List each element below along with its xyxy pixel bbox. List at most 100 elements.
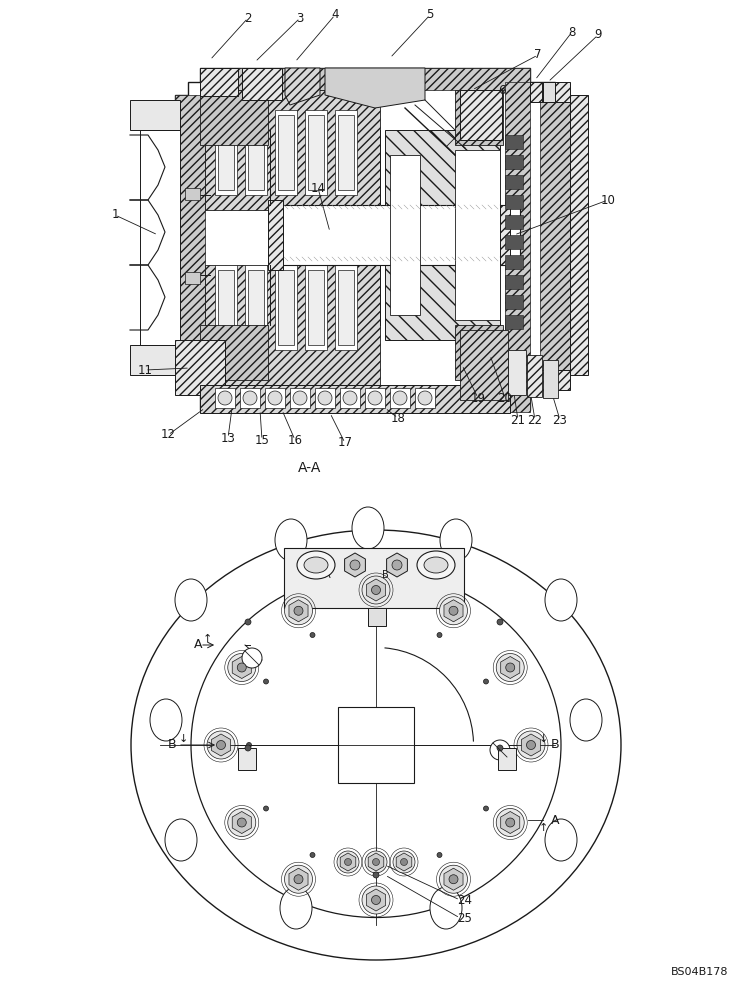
Text: 6: 6 xyxy=(499,84,506,97)
Circle shape xyxy=(217,740,226,750)
Bar xyxy=(200,68,238,96)
Bar xyxy=(335,265,357,350)
Bar xyxy=(240,388,260,408)
Circle shape xyxy=(449,606,458,615)
Bar xyxy=(275,110,297,195)
Text: 24: 24 xyxy=(457,894,472,906)
Bar xyxy=(215,110,237,195)
Text: A: A xyxy=(323,570,330,580)
Text: ↑: ↑ xyxy=(202,634,211,644)
Text: 14: 14 xyxy=(311,182,326,194)
Ellipse shape xyxy=(150,699,182,741)
Bar xyxy=(498,748,516,770)
Circle shape xyxy=(484,806,489,811)
Bar xyxy=(460,90,502,140)
Circle shape xyxy=(501,742,505,748)
Circle shape xyxy=(374,869,378,874)
Circle shape xyxy=(263,806,268,811)
Bar xyxy=(505,295,523,309)
Circle shape xyxy=(207,731,235,759)
Circle shape xyxy=(238,818,246,827)
Circle shape xyxy=(517,731,545,759)
Ellipse shape xyxy=(131,530,621,960)
Bar xyxy=(185,272,200,284)
Circle shape xyxy=(437,852,442,857)
Bar xyxy=(275,265,297,350)
Polygon shape xyxy=(232,656,251,678)
Circle shape xyxy=(484,679,489,684)
Circle shape xyxy=(401,858,408,865)
Circle shape xyxy=(497,619,503,625)
Text: 9: 9 xyxy=(594,28,602,41)
Bar xyxy=(505,215,523,229)
Circle shape xyxy=(245,619,251,625)
Text: 12: 12 xyxy=(160,428,175,442)
Text: 25: 25 xyxy=(457,912,472,924)
Circle shape xyxy=(310,633,315,638)
Polygon shape xyxy=(366,889,386,911)
Circle shape xyxy=(362,886,390,914)
Circle shape xyxy=(247,742,251,748)
Circle shape xyxy=(284,597,313,625)
Text: 20: 20 xyxy=(498,391,512,404)
Polygon shape xyxy=(444,868,463,890)
Bar xyxy=(415,388,435,408)
Ellipse shape xyxy=(417,551,455,579)
Polygon shape xyxy=(366,579,386,601)
Text: 5: 5 xyxy=(426,8,434,21)
Text: B: B xyxy=(550,738,559,752)
Circle shape xyxy=(318,391,332,405)
Text: 2: 2 xyxy=(244,11,252,24)
Text: 16: 16 xyxy=(287,434,302,446)
Bar xyxy=(505,235,523,249)
Bar xyxy=(308,270,324,345)
Polygon shape xyxy=(396,853,412,871)
Bar xyxy=(278,115,294,190)
Text: 8: 8 xyxy=(569,25,576,38)
Circle shape xyxy=(526,740,535,750)
Text: 11: 11 xyxy=(138,363,153,376)
Bar xyxy=(308,115,324,190)
Polygon shape xyxy=(501,656,520,678)
Bar xyxy=(245,265,267,350)
Bar xyxy=(140,130,180,345)
Circle shape xyxy=(506,818,514,827)
Circle shape xyxy=(439,865,468,893)
Ellipse shape xyxy=(545,579,577,621)
Circle shape xyxy=(372,858,380,865)
Bar xyxy=(543,360,558,398)
Bar xyxy=(205,265,380,385)
Text: 21: 21 xyxy=(511,414,526,426)
Text: 22: 22 xyxy=(527,414,542,426)
Bar xyxy=(185,188,200,200)
Circle shape xyxy=(439,597,468,625)
Circle shape xyxy=(344,858,351,865)
Text: ↑: ↑ xyxy=(538,823,547,833)
Circle shape xyxy=(418,391,432,405)
Polygon shape xyxy=(232,812,251,834)
Bar xyxy=(543,82,555,102)
Ellipse shape xyxy=(570,699,602,741)
Bar xyxy=(505,135,523,149)
Text: BS04B178: BS04B178 xyxy=(672,967,729,977)
Polygon shape xyxy=(444,600,463,622)
Bar xyxy=(218,270,234,345)
Circle shape xyxy=(371,585,381,594)
Bar xyxy=(238,748,256,770)
Circle shape xyxy=(374,615,378,620)
Bar xyxy=(527,355,542,397)
Bar xyxy=(270,205,520,265)
Bar xyxy=(205,90,380,210)
Bar xyxy=(245,110,267,195)
Bar xyxy=(365,388,385,408)
Bar xyxy=(335,110,357,195)
Text: ↓: ↓ xyxy=(538,734,547,744)
Circle shape xyxy=(243,391,257,405)
Bar xyxy=(200,90,268,145)
Bar xyxy=(505,275,523,289)
Bar xyxy=(505,175,523,189)
Bar xyxy=(570,95,588,375)
Circle shape xyxy=(490,740,510,760)
Polygon shape xyxy=(368,853,384,871)
Polygon shape xyxy=(521,734,541,756)
